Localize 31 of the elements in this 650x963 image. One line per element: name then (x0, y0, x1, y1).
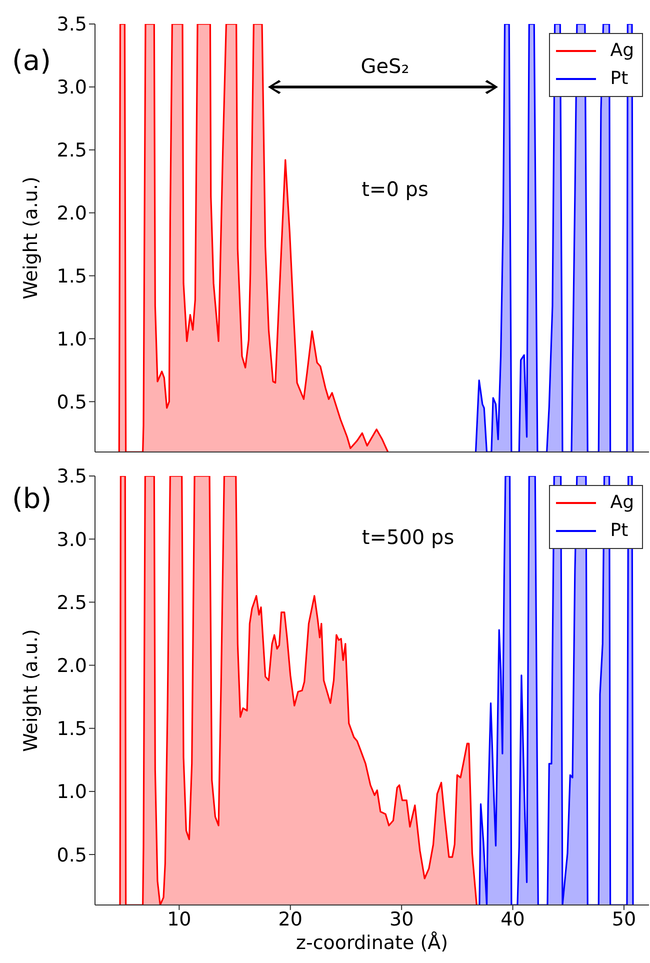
y-tick-label: 3.0 (56, 528, 87, 551)
y-tick-label: 2.5 (56, 592, 87, 614)
annotation: t=500 ps (362, 525, 454, 550)
x-axis-title: z-coordinate (Å) (296, 931, 448, 954)
annotation: t=0 ps (362, 177, 428, 202)
legend-label: Ag (610, 491, 634, 515)
x-tick-label: 20 (278, 908, 302, 930)
y-tick-label: 3.5 (56, 14, 87, 36)
y-tick-label: 2.0 (56, 655, 87, 678)
y-tick-label: 3.0 (56, 76, 87, 99)
annotation: GeS₂ (360, 54, 410, 78)
y-tick-label: 2.0 (56, 202, 87, 225)
x-tick-label: 30 (389, 908, 414, 930)
text: (a) (12, 44, 52, 77)
legend-label: Pt (610, 67, 628, 91)
x-tick-label: 50 (612, 908, 636, 930)
legend-label: Pt (610, 519, 628, 543)
x-tick-label: 40 (500, 908, 525, 930)
y-tick-label: 1.0 (56, 328, 87, 350)
y-axis-title: Weight (a.u.) (20, 629, 42, 752)
y-axis-title: Weight (a.u.) (20, 176, 42, 300)
y-tick-label: 1.5 (56, 266, 87, 288)
legend-label: Ag (610, 39, 634, 63)
y-tick-label: 1.5 (56, 718, 87, 740)
y-tick-label: 0.5 (56, 391, 87, 414)
y-tick-label: 1.0 (56, 781, 87, 804)
y-tick-label: 0.5 (56, 844, 87, 866)
y-tick-label: 3.5 (56, 466, 87, 488)
chart-title: (b) (12, 482, 52, 515)
y-tick-label: 2.5 (56, 140, 87, 162)
x-tick-label: 10 (167, 908, 192, 930)
